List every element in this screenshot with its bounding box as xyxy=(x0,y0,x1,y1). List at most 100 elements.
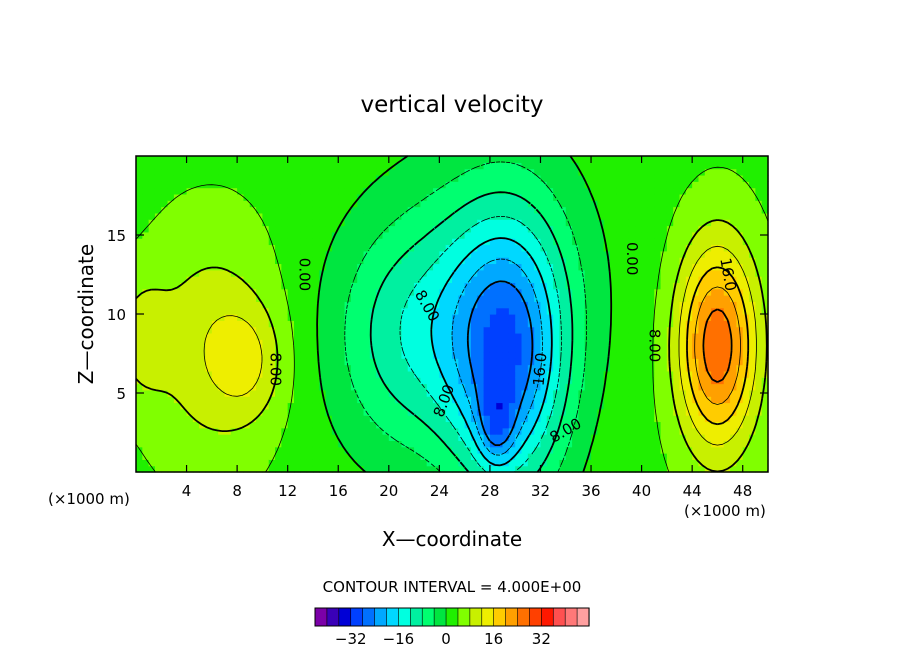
field-cell xyxy=(388,168,396,176)
field-cell xyxy=(527,459,535,467)
field-cell xyxy=(243,244,251,252)
field-cell xyxy=(439,156,447,163)
field-cell xyxy=(723,250,731,258)
field-cell xyxy=(452,225,459,233)
field-cell xyxy=(325,193,333,201)
field-cell xyxy=(445,288,453,296)
field-cell xyxy=(584,351,592,359)
field-cell xyxy=(616,231,624,239)
field-cell xyxy=(572,225,579,233)
field-cell xyxy=(173,206,181,214)
field-cell xyxy=(610,174,617,182)
field-cell xyxy=(395,231,403,239)
field-cell xyxy=(167,383,175,391)
field-cell xyxy=(407,421,415,429)
field-cell xyxy=(736,402,744,410)
field-cell xyxy=(275,269,282,277)
field-cell xyxy=(622,465,630,473)
field-cell xyxy=(300,212,308,220)
field-cell xyxy=(281,421,289,429)
field-cell xyxy=(192,250,200,258)
field-cell xyxy=(287,453,295,460)
field-cell xyxy=(628,288,636,296)
field-cell xyxy=(584,358,592,366)
field-cell xyxy=(742,156,750,163)
field-cell xyxy=(433,263,440,271)
field-cell xyxy=(502,225,510,233)
field-cell xyxy=(521,345,529,353)
field-cell xyxy=(698,301,706,309)
field-cell xyxy=(268,257,276,265)
field-cell xyxy=(388,200,396,208)
field-cell xyxy=(673,250,681,258)
field-cell xyxy=(338,320,346,328)
field-cell xyxy=(287,295,295,302)
field-cell xyxy=(426,351,434,359)
field-cell xyxy=(628,174,636,182)
field-cell xyxy=(401,276,409,283)
field-cell xyxy=(628,263,636,271)
field-cell xyxy=(723,440,731,448)
field-cell xyxy=(464,282,472,290)
field-cell xyxy=(711,156,719,163)
field-cell xyxy=(186,200,194,208)
field-cell xyxy=(559,314,567,321)
field-cell xyxy=(331,206,339,214)
field-cell xyxy=(154,187,162,195)
field-cell xyxy=(344,174,352,182)
field-cell xyxy=(439,377,447,385)
field-cell xyxy=(180,282,188,290)
field-cell xyxy=(527,440,535,448)
field-cell xyxy=(136,206,143,214)
field-cell xyxy=(616,396,624,404)
field-cell xyxy=(534,282,542,290)
field-cell xyxy=(306,314,314,321)
field-cell xyxy=(167,295,175,302)
field-cell xyxy=(433,156,440,163)
field-cell xyxy=(186,276,194,283)
field-cell xyxy=(761,415,769,423)
field-cell xyxy=(243,212,251,220)
field-cell xyxy=(357,238,365,246)
field-cell xyxy=(527,396,535,404)
field-cell xyxy=(142,326,150,334)
field-cell xyxy=(243,332,251,340)
field-cell xyxy=(540,231,548,239)
field-cell xyxy=(704,307,712,315)
field-cell xyxy=(154,326,162,334)
field-cell xyxy=(654,389,662,397)
field-cell xyxy=(167,244,175,252)
field-cell xyxy=(369,257,377,265)
field-cell xyxy=(610,250,617,258)
field-cell xyxy=(186,269,194,277)
field-cell xyxy=(426,358,434,366)
field-cell xyxy=(439,345,447,353)
field-cell xyxy=(420,193,428,201)
field-cell xyxy=(167,168,175,176)
field-cell xyxy=(420,187,428,195)
field-cell xyxy=(489,358,497,366)
field-cell xyxy=(173,427,181,435)
field-cell xyxy=(401,332,409,340)
field-cell xyxy=(256,434,263,441)
field-cell xyxy=(262,440,270,448)
field-cell xyxy=(736,364,744,372)
field-cell xyxy=(477,345,485,353)
field-cell xyxy=(679,288,687,296)
field-cell xyxy=(173,301,181,309)
field-cell xyxy=(527,434,535,441)
field-cell xyxy=(527,162,535,170)
field-cell xyxy=(382,263,390,271)
field-cell xyxy=(426,174,434,182)
field-cell xyxy=(610,389,617,397)
field-cell xyxy=(679,238,687,246)
field-cell xyxy=(565,244,573,252)
field-cell xyxy=(426,295,434,302)
field-cell xyxy=(426,345,434,353)
field-cell xyxy=(527,383,535,391)
field-cell xyxy=(243,326,251,334)
field-cell xyxy=(496,263,504,271)
field-cell xyxy=(742,307,750,315)
field-cell xyxy=(622,219,630,227)
field-cell xyxy=(180,415,188,423)
